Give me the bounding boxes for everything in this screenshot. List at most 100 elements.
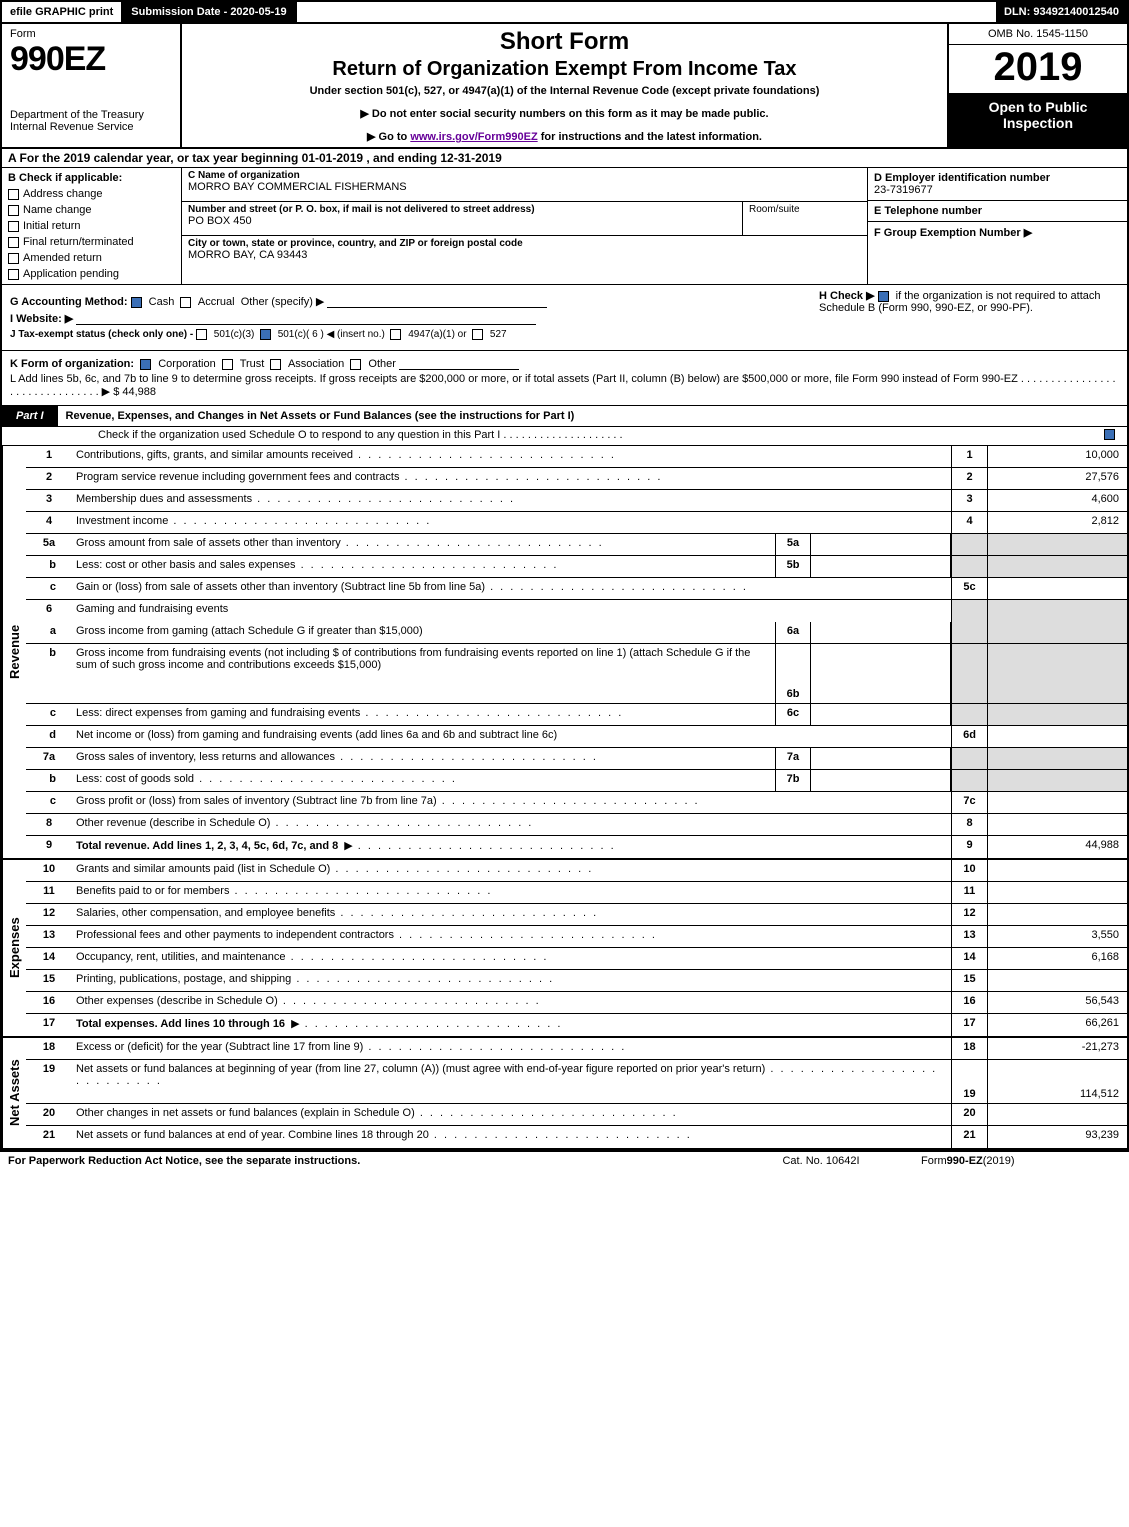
line-num: c bbox=[26, 792, 72, 813]
line-num: 18 bbox=[26, 1038, 72, 1059]
opt-application-pending[interactable]: Application pending bbox=[8, 268, 175, 280]
k-other-input[interactable] bbox=[399, 358, 519, 370]
line-rv bbox=[987, 860, 1127, 881]
form-word: Form bbox=[10, 28, 172, 40]
checkbox-icon[interactable] bbox=[8, 269, 19, 280]
part-i-sub-text: Check if the organization used Schedule … bbox=[98, 429, 623, 441]
line-desc: Total expenses. Add lines 10 through 16▶ bbox=[72, 1014, 951, 1036]
line-rv bbox=[987, 578, 1127, 599]
j-4947: 4947(a)(1) or bbox=[408, 329, 466, 340]
line-rv bbox=[987, 644, 1127, 703]
instructions-link[interactable]: www.irs.gov/Form990EZ bbox=[410, 131, 537, 143]
checkbox-4947-icon[interactable] bbox=[390, 329, 401, 340]
line-6d: d Net income or (loss) from gaming and f… bbox=[26, 726, 1127, 748]
line-desc-bold: Total revenue. Add lines 1, 2, 3, 4, 5c,… bbox=[76, 840, 338, 852]
line-desc: Professional fees and other payments to … bbox=[72, 926, 951, 947]
checkbox-icon[interactable] bbox=[8, 221, 19, 232]
line-rv: 2,812 bbox=[987, 512, 1127, 533]
part-i-header: Part I Revenue, Expenses, and Changes in… bbox=[2, 406, 1127, 427]
row-k-form-org: K Form of organization: Corporation Trus… bbox=[10, 358, 1119, 370]
line-rn: 19 bbox=[951, 1060, 987, 1103]
line-rn: 1 bbox=[951, 446, 987, 467]
opt-initial-return[interactable]: Initial return bbox=[8, 220, 175, 232]
part-i-tag: Part I bbox=[2, 406, 58, 426]
checkbox-schedule-o-icon[interactable] bbox=[1104, 429, 1115, 440]
mid-val bbox=[811, 534, 951, 555]
line-rn: 3 bbox=[951, 490, 987, 511]
line-desc: Printing, publications, postage, and shi… bbox=[72, 970, 951, 991]
line-rv bbox=[987, 882, 1127, 903]
city-cell: City or town, state or province, country… bbox=[182, 236, 867, 270]
line-desc: Other changes in net assets or fund bala… bbox=[72, 1104, 951, 1125]
line-rv bbox=[987, 970, 1127, 991]
mid-num: 6a bbox=[775, 622, 811, 643]
line-rv bbox=[987, 600, 1127, 622]
opt-name-change[interactable]: Name change bbox=[8, 204, 175, 216]
opt-address-change[interactable]: Address change bbox=[8, 188, 175, 200]
line-rv bbox=[987, 556, 1127, 577]
line-5a: 5a Gross amount from sale of assets othe… bbox=[26, 534, 1127, 556]
checkbox-h-icon[interactable] bbox=[878, 291, 889, 302]
checkbox-501c3-icon[interactable] bbox=[196, 329, 207, 340]
j-501c: 501(c)( 6 ) ◀ (insert no.) bbox=[278, 329, 385, 340]
line-desc-bold: Total expenses. Add lines 10 through 16 bbox=[76, 1018, 285, 1030]
j-label: J Tax-exempt status (check only one) - bbox=[10, 329, 193, 340]
line-rv bbox=[987, 748, 1127, 769]
net-assets-sidelabel: Net Assets bbox=[2, 1038, 26, 1148]
line-num: 15 bbox=[26, 970, 72, 991]
k-label: K Form of organization: bbox=[10, 358, 134, 370]
checkbox-corp-icon[interactable] bbox=[140, 359, 151, 370]
line-desc: Gross income from fundraising events (no… bbox=[72, 644, 775, 703]
line-num: 2 bbox=[26, 468, 72, 489]
opt-label: Final return/terminated bbox=[23, 236, 134, 248]
line-desc: Gain or (loss) from sale of assets other… bbox=[72, 578, 951, 599]
line-num: 12 bbox=[26, 904, 72, 925]
opt-final-return[interactable]: Final return/terminated bbox=[8, 236, 175, 248]
open-to-public: Open to Public Inspection bbox=[949, 93, 1127, 147]
checkbox-icon[interactable] bbox=[8, 237, 19, 248]
line-rn: 15 bbox=[951, 970, 987, 991]
checkbox-cash-icon[interactable] bbox=[131, 297, 142, 308]
checkbox-other-icon[interactable] bbox=[350, 359, 361, 370]
mid-val bbox=[811, 704, 951, 725]
website-input[interactable] bbox=[76, 313, 536, 325]
line-9: 9 Total revenue. Add lines 1, 2, 3, 4, 5… bbox=[26, 836, 1127, 858]
checkbox-trust-icon[interactable] bbox=[222, 359, 233, 370]
form-title-short: Short Form bbox=[190, 28, 939, 56]
line-rv: 114,512 bbox=[987, 1060, 1127, 1103]
line-6a: a Gross income from gaming (attach Sched… bbox=[26, 622, 1127, 644]
line-desc: Net assets or fund balances at end of ye… bbox=[72, 1126, 951, 1148]
checkbox-assoc-icon[interactable] bbox=[270, 359, 281, 370]
checkbox-icon[interactable] bbox=[8, 253, 19, 264]
checkbox-527-icon[interactable] bbox=[472, 329, 483, 340]
line-rn: 16 bbox=[951, 992, 987, 1013]
g-label: G Accounting Method: bbox=[10, 296, 128, 308]
line-desc: Salaries, other compensation, and employ… bbox=[72, 904, 951, 925]
other-specify-input[interactable] bbox=[327, 296, 547, 308]
opt-amended-return[interactable]: Amended return bbox=[8, 252, 175, 264]
line-rn bbox=[951, 600, 987, 622]
form-990ez-document: efile GRAPHIC print Submission Date - 20… bbox=[0, 0, 1129, 1152]
checkbox-icon[interactable] bbox=[8, 189, 19, 200]
checkbox-501c-icon[interactable] bbox=[260, 329, 271, 340]
line-desc: Net income or (loss) from gaming and fun… bbox=[72, 726, 951, 747]
row-a-tax-year: A For the 2019 calendar year, or tax yea… bbox=[2, 149, 1127, 168]
ssn-notice: ▶ Do not enter social security numbers o… bbox=[190, 107, 939, 120]
page-footer: For Paperwork Reduction Act Notice, see … bbox=[0, 1152, 1129, 1180]
line-num: 16 bbox=[26, 992, 72, 1013]
line-desc: Gross sales of inventory, less returns a… bbox=[72, 748, 775, 769]
opt-label: Address change bbox=[23, 188, 103, 200]
k-other: Other bbox=[368, 358, 396, 370]
line-rn bbox=[951, 556, 987, 577]
line-num: 20 bbox=[26, 1104, 72, 1125]
telephone-label: E Telephone number bbox=[874, 205, 1121, 217]
mid-num: 6b bbox=[775, 644, 811, 703]
line-rv: 10,000 bbox=[987, 446, 1127, 467]
checkbox-accrual-icon[interactable] bbox=[180, 297, 191, 308]
line-desc: Occupancy, rent, utilities, and maintena… bbox=[72, 948, 951, 969]
mid-num: 6c bbox=[775, 704, 811, 725]
efile-print-label[interactable]: efile GRAPHIC print bbox=[2, 2, 123, 22]
mid-val bbox=[811, 556, 951, 577]
checkbox-icon[interactable] bbox=[8, 205, 19, 216]
section-g-h-i: G Accounting Method: Cash Accrual Other … bbox=[2, 285, 1127, 351]
